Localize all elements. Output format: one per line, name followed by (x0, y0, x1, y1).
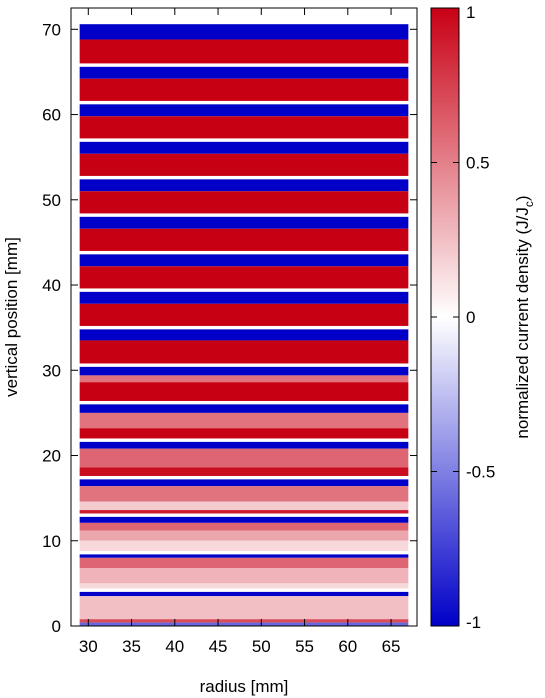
heatmap-cell-3-3 (79, 510, 409, 514)
colorbar-tick-label: 1 (466, 3, 475, 22)
x-tick-label: 55 (295, 637, 314, 656)
y-tick-label: 0 (52, 617, 61, 636)
y-tick-label: 50 (42, 191, 61, 210)
x-tick-label: 60 (338, 637, 357, 656)
heatmap-cell-3-0 (79, 479, 409, 487)
colorbar-label: normalized current density (J/Jc) (513, 195, 536, 438)
heatmap-cell-11-1 (79, 191, 409, 214)
heatmap-cell-5-2 (79, 428, 409, 439)
heatmap-cell-15-0 (79, 24, 409, 40)
heatmap-cell-2-1 (79, 522, 409, 531)
heatmap-cell-4-2 (79, 467, 409, 476)
heatmap-cell-6-2 (79, 382, 409, 401)
x-tick-label: 30 (79, 637, 98, 656)
colorbar-tick-label: -0.5 (466, 463, 495, 482)
heatmap-cell-2-2 (79, 530, 409, 541)
y-tick-label: 10 (42, 532, 61, 551)
x-axis-label: radius [mm] (200, 677, 289, 696)
y-tick-label: 20 (42, 447, 61, 466)
y-axis-label: vertical position [mm] (2, 237, 21, 397)
x-tick-label: 40 (165, 637, 184, 656)
heatmap-cell-1-2 (79, 568, 409, 584)
heatmap-cell-10-1 (79, 228, 409, 251)
heatmap-cell-8-0 (79, 291, 409, 304)
x-axis: 30 35 40 45 50 55 60 65 (79, 8, 401, 656)
heatmap-cell-7-0 (79, 329, 409, 341)
heatmap-cell-7-1 (79, 340, 409, 364)
heatmap-cell-13-1 (79, 116, 409, 139)
heatmap-cell-1-1 (79, 557, 409, 569)
x-tick-label: 35 (122, 637, 141, 656)
x-tick-label: 50 (252, 637, 271, 656)
y-tick-label: 30 (42, 361, 61, 380)
y-tick-label: 70 (42, 20, 61, 39)
heatmap-cell-14-0 (79, 66, 409, 79)
y-tick-label: 40 (42, 276, 61, 295)
plot-frame (70, 7, 418, 627)
x-tick-label: 65 (382, 637, 401, 656)
heatmap-cell-8-1 (79, 303, 409, 326)
heatmap-cell-14-1 (79, 78, 409, 101)
heatmap-cell-0-2 (79, 619, 409, 623)
heatmap-cell-5-0 (79, 404, 409, 413)
y-tick-label: 60 (42, 106, 61, 125)
heatmap-cells (79, 24, 409, 626)
heatmap-cell-0-1 (79, 596, 409, 620)
heatmap-cell-12-0 (79, 141, 409, 154)
heatmap-cell-2-0 (79, 516, 409, 523)
heatmap-cell-0-3 (79, 622, 409, 626)
heatmap-cell-4-1 (79, 448, 409, 468)
heatmap-cell-5-1 (79, 412, 409, 429)
heatmap-cell-3-1 (79, 486, 409, 502)
heatmap-cell-9-1 (79, 266, 409, 289)
heatmap-cell-0-0 (79, 591, 409, 597)
heatmap-cell-15-1 (79, 39, 409, 64)
heatmap-cell-1-0 (79, 554, 409, 558)
colorbar-tick-label: 0.5 (466, 154, 490, 173)
heatmap-cell-1-3 (79, 583, 409, 589)
heatmap-cell-6-0 (79, 366, 409, 376)
heatmap-cell-10-0 (79, 216, 409, 229)
heatmap-cell-2-3 (79, 540, 409, 551)
colorbar-axis: 1 0.5 0 -0.5 -1 (431, 3, 495, 632)
colorbar-tick-label: -1 (466, 613, 481, 632)
heatmap-cell-12-1 (79, 153, 409, 176)
heatmap-cell-13-0 (79, 104, 409, 117)
heatmap-cell-6-1 (79, 375, 409, 383)
heatmap-cell-9-0 (79, 254, 409, 267)
heatmap-cell-11-0 (79, 179, 409, 192)
x-tick-label: 45 (209, 637, 228, 656)
heatmap-cell-4-0 (79, 441, 409, 449)
colorbar-tick-label: 0 (466, 308, 475, 327)
heatmap-cell-3-2 (79, 501, 409, 511)
y-axis: 0 10 20 30 40 50 60 70 (42, 20, 417, 636)
